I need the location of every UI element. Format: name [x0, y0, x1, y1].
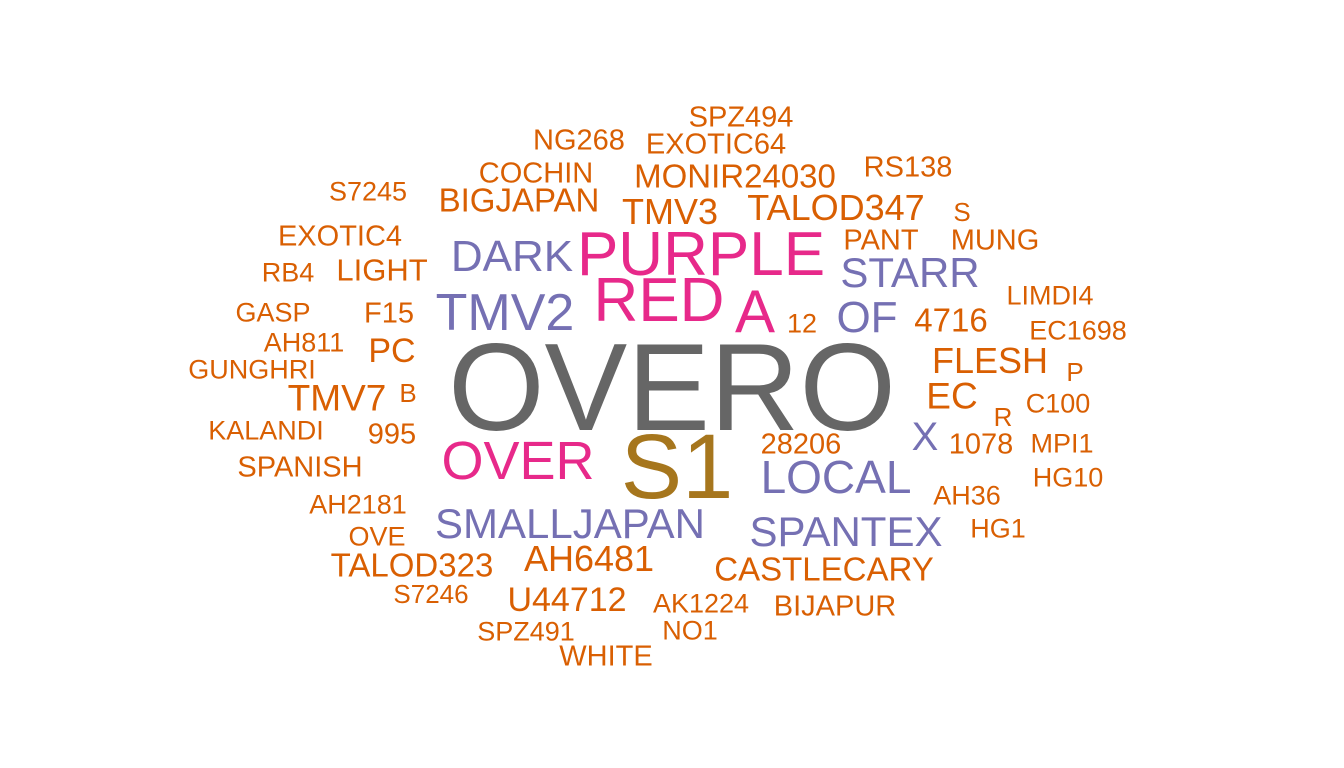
word-ah6481: AH6481 [523, 538, 655, 579]
word-talod323: TALOD323 [330, 546, 494, 584]
word-castlecary: CASTLECARY [714, 550, 934, 588]
word-exotic4: EXOTIC4 [277, 220, 403, 253]
word-of: OF [836, 293, 898, 342]
word-dark: DARK [450, 232, 574, 281]
word-hg10: HG10 [1032, 462, 1104, 493]
word-ak1224: AK1224 [652, 588, 750, 619]
word-tmv2: TMV2 [435, 284, 575, 342]
word-cochin: COCHIN [478, 157, 594, 190]
word-12: 12 [786, 308, 818, 339]
word-tmv7: TMV7 [287, 377, 387, 419]
word-ah36: AH36 [933, 480, 1001, 511]
word-flesh: FLESH [931, 340, 1049, 381]
word-smalljapan: SMALLJAPAN [435, 500, 705, 547]
word-starr: STARR [840, 249, 980, 296]
word-limdi4: LIMDI4 [1006, 280, 1094, 311]
word-spz494: SPZ494 [688, 101, 794, 134]
word-u44712: U44712 [507, 581, 627, 619]
word-gunghri: GUNGHRI [188, 354, 316, 385]
word-rb4: RB4 [261, 257, 315, 288]
word-white: WHITE [559, 640, 653, 673]
word-spz491: SPZ491 [477, 616, 575, 647]
word-p: P [1066, 357, 1084, 387]
word-talod347: TALOD347 [747, 187, 925, 228]
word-mung: MUNG [950, 224, 1040, 257]
word-no1: NO1 [662, 615, 718, 646]
word-bigjapan: BIGJAPAN [438, 181, 600, 219]
word-r: R [993, 402, 1013, 432]
word-pant: PANT [843, 224, 919, 257]
word-s: S [953, 197, 971, 227]
word-gasp: GASP [235, 297, 311, 328]
word-rs138: RS138 [863, 151, 953, 184]
word-red: RED [593, 266, 725, 335]
word-overo: OVERO [448, 319, 896, 457]
word-28206: 28206 [760, 428, 842, 461]
word-ec1698: EC1698 [1029, 315, 1127, 346]
word-spanish: SPANISH [237, 451, 363, 484]
word-exotic64: EXOTIC64 [645, 128, 787, 161]
word-s7245: S7245 [328, 176, 408, 207]
word-mpi1: MPI1 [1030, 428, 1094, 459]
word-ove: OVE [348, 521, 406, 552]
word-pc: PC [368, 332, 416, 370]
word-s1: S1 [620, 416, 734, 518]
word-x: X [911, 415, 939, 459]
word-monir24030: MONIR24030 [634, 157, 836, 195]
word-spantex: SPANTEX [749, 508, 943, 555]
word-4716: 4716 [914, 301, 988, 339]
word-c100: C100 [1025, 388, 1091, 419]
word-s7246: S7246 [393, 579, 469, 609]
word-1078: 1078 [948, 428, 1014, 461]
word-bijapur: BIJAPUR [773, 590, 897, 623]
word-over: OVER [441, 431, 595, 491]
word-f15: F15 [364, 297, 414, 330]
word-ah2181: AH2181 [309, 489, 407, 520]
word-hg1: HG1 [970, 513, 1026, 544]
word-local: LOCAL [760, 451, 912, 503]
word-ah811: AH811 [263, 327, 345, 358]
word-tmv3: TMV3 [621, 191, 719, 232]
word-light: LIGHT [336, 252, 428, 288]
word-kalandi: KALANDI [208, 415, 324, 446]
word-a: A [734, 278, 776, 345]
word-ng268: NG268 [533, 124, 625, 157]
word-995: 995 [367, 418, 417, 451]
word-ec: EC [926, 375, 978, 417]
word-b: B [399, 378, 417, 408]
word-purple: PURPLE [576, 220, 826, 289]
